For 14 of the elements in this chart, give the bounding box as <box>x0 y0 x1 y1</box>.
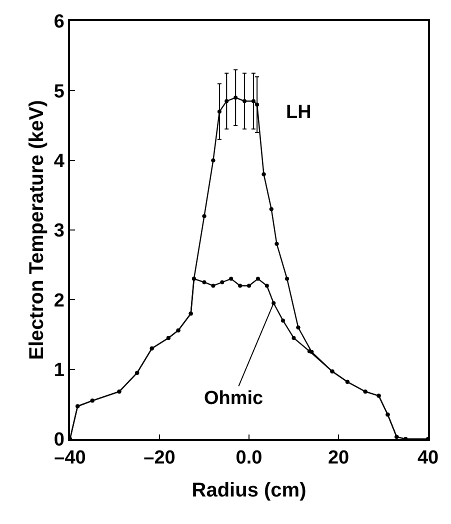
x-tick-label: 0.0 <box>236 448 262 469</box>
y-tick-label: 1 <box>54 360 65 381</box>
y-tick-label: 6 <box>54 12 64 33</box>
y-tick-label: 5 <box>54 81 65 102</box>
y-tick-label: 2 <box>54 290 64 312</box>
annotation: Ohmic <box>204 388 264 409</box>
x-tick-label: 20 <box>328 448 350 469</box>
y-axis-title: Electron Temperature (keV) <box>26 100 48 360</box>
y-tick-label: 4 <box>54 150 65 172</box>
x-axis-title: Radius (cm) <box>192 480 306 502</box>
x-tick-label: 40 <box>417 448 439 469</box>
x-tick-label: –20 <box>144 448 176 469</box>
y-tick-label: 3 <box>54 220 64 242</box>
annotation: LH <box>286 102 312 123</box>
